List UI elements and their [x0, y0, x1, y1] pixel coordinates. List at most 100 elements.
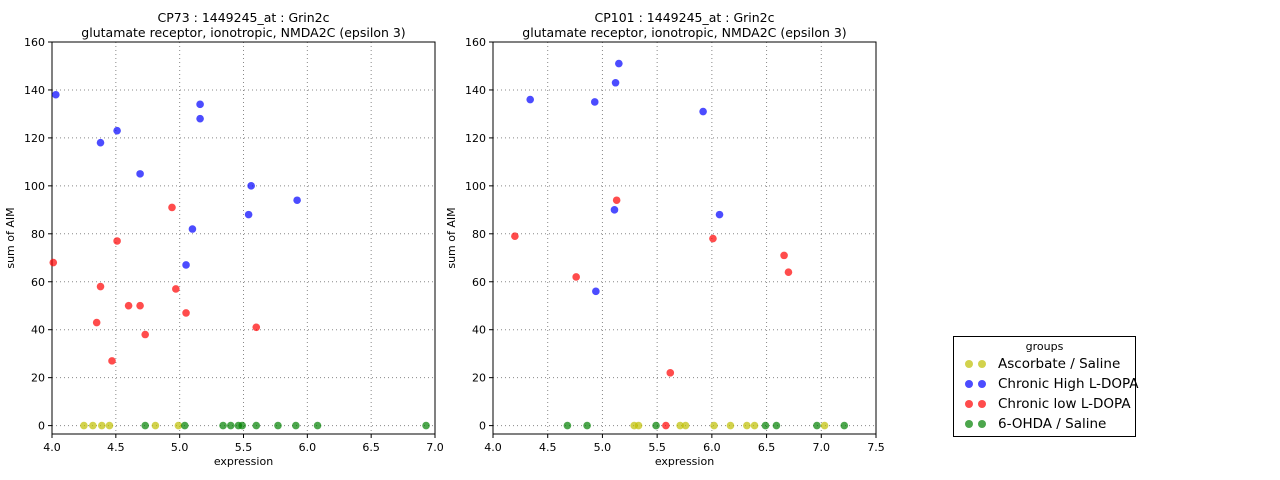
data-point — [182, 261, 190, 269]
data-point — [761, 421, 770, 430]
x-tick-label: 6.5 — [362, 441, 380, 454]
data-point — [681, 421, 690, 430]
y-tick-label: 160 — [24, 36, 45, 49]
legend-entry-label: Chronic High L-DOPA — [998, 376, 1139, 392]
x-tick-label: 4.0 — [484, 441, 502, 454]
legend-marker-icon — [978, 420, 986, 428]
y-tick-label: 20 — [472, 372, 486, 385]
y-tick-label: 140 — [465, 84, 486, 97]
data-point — [96, 138, 105, 147]
legend-entry: Chronic High L-DOPA — [960, 374, 1139, 394]
legend-entry-label: Ascorbate / Saline — [998, 356, 1121, 372]
data-point — [89, 421, 97, 430]
data-point — [293, 196, 301, 205]
data-point — [750, 421, 759, 430]
data-point — [511, 232, 519, 241]
data-point — [113, 237, 121, 245]
y-tick-label: 120 — [24, 132, 45, 145]
series-ascorbate-saline — [630, 421, 829, 430]
series-6-ohda-saline — [563, 421, 849, 430]
data-point — [124, 301, 133, 310]
data-point — [136, 301, 144, 310]
data-point — [743, 421, 751, 430]
series-ascorbate-saline — [80, 421, 183, 430]
x-tick-label: 7.5 — [867, 441, 885, 454]
legend-marker-icon — [965, 380, 973, 388]
series-chronic-high-l-dopa — [52, 90, 301, 269]
data-point — [772, 421, 781, 430]
data-point — [840, 421, 849, 430]
data-point — [676, 421, 684, 430]
scatter-plot-cp73: 4.0 4.5 5.0 5.5 6.0 6.5 7.0 0 20 40 60 80 100 120 140 1… — [4, 10, 444, 468]
legend-marker-icon — [978, 400, 986, 408]
data-point — [666, 369, 675, 377]
data-point — [180, 421, 189, 430]
data-point — [526, 95, 535, 104]
y-tick-label: 40 — [472, 324, 486, 337]
data-point — [590, 98, 599, 106]
y-tick-label: 120 — [465, 132, 486, 145]
data-point — [92, 318, 101, 327]
data-point — [252, 421, 261, 430]
y-tick-label: 100 — [24, 180, 45, 193]
x-tick-label: 4.5 — [539, 441, 557, 454]
data-point — [780, 251, 788, 260]
y-tick-label: 40 — [31, 324, 45, 337]
y-axis-label: sum of AIM — [445, 207, 458, 268]
data-point — [141, 330, 149, 339]
x-tick-label: 5.5 — [235, 441, 253, 454]
data-point — [563, 421, 572, 430]
y-tick-label: 0 — [38, 420, 45, 433]
x-tick-label: 4.5 — [107, 441, 125, 454]
x-tick-label: 7.0 — [813, 441, 831, 454]
x-tick-label: 6.0 — [299, 441, 317, 454]
series-6-ohda-saline — [141, 421, 430, 430]
data-point — [715, 210, 724, 219]
y-tick-label: 80 — [31, 228, 45, 241]
legend-marker-icon — [978, 380, 986, 388]
data-point — [611, 78, 620, 87]
y-tick-label: 100 — [465, 180, 486, 193]
legend-entry: 6-OHDA / Saline — [960, 414, 1129, 434]
data-point — [592, 287, 600, 296]
legend-entry: Ascorbate / Saline — [960, 354, 1129, 374]
scatter-plot-cp101: 4.0 4.5 5.0 5.5 6.0 6.5 7.0 7.5 0 20 40 60 80 100 120 1… — [445, 10, 885, 468]
data-point — [583, 421, 591, 430]
legend-marker-icon — [965, 420, 973, 428]
legend: groups Ascorbate / Saline Chronic High L… — [953, 336, 1139, 437]
y-tick-label: 60 — [472, 276, 486, 289]
data-point — [96, 282, 105, 291]
data-point — [168, 203, 176, 212]
y-axis-label: sum of AIM — [4, 207, 17, 268]
y-tick-label: 60 — [31, 276, 45, 289]
data-point — [634, 421, 643, 430]
plot-title: CP73 : 1449245_at : Grin2c — [157, 10, 329, 25]
data-point — [244, 210, 253, 219]
data-point — [113, 126, 121, 135]
data-point — [292, 421, 300, 430]
x-tick-label: 6.0 — [703, 441, 721, 454]
data-point — [247, 182, 255, 190]
data-point — [784, 268, 793, 276]
data-point — [219, 421, 227, 430]
data-point — [141, 421, 149, 430]
data-point — [726, 421, 735, 430]
data-point — [662, 421, 670, 430]
data-point — [196, 100, 204, 109]
legend-marker-icon — [965, 400, 973, 408]
data-point — [710, 421, 718, 430]
data-point — [238, 421, 247, 430]
data-point — [105, 421, 114, 430]
y-tick-label: 80 — [472, 228, 486, 241]
plot-title: CP101 : 1449245_at : Grin2c — [595, 10, 775, 25]
plot-frame — [492, 41, 877, 435]
data-point — [313, 421, 322, 430]
x-tick-label: 5.5 — [648, 441, 666, 454]
legend-marker-icon — [978, 360, 986, 368]
y-tick-label: 160 — [465, 36, 486, 49]
legend-marker-icon — [965, 360, 973, 368]
legend-entry-label: Chronic low L-DOPA — [998, 396, 1131, 412]
data-point — [172, 285, 180, 293]
data-point — [612, 196, 621, 205]
